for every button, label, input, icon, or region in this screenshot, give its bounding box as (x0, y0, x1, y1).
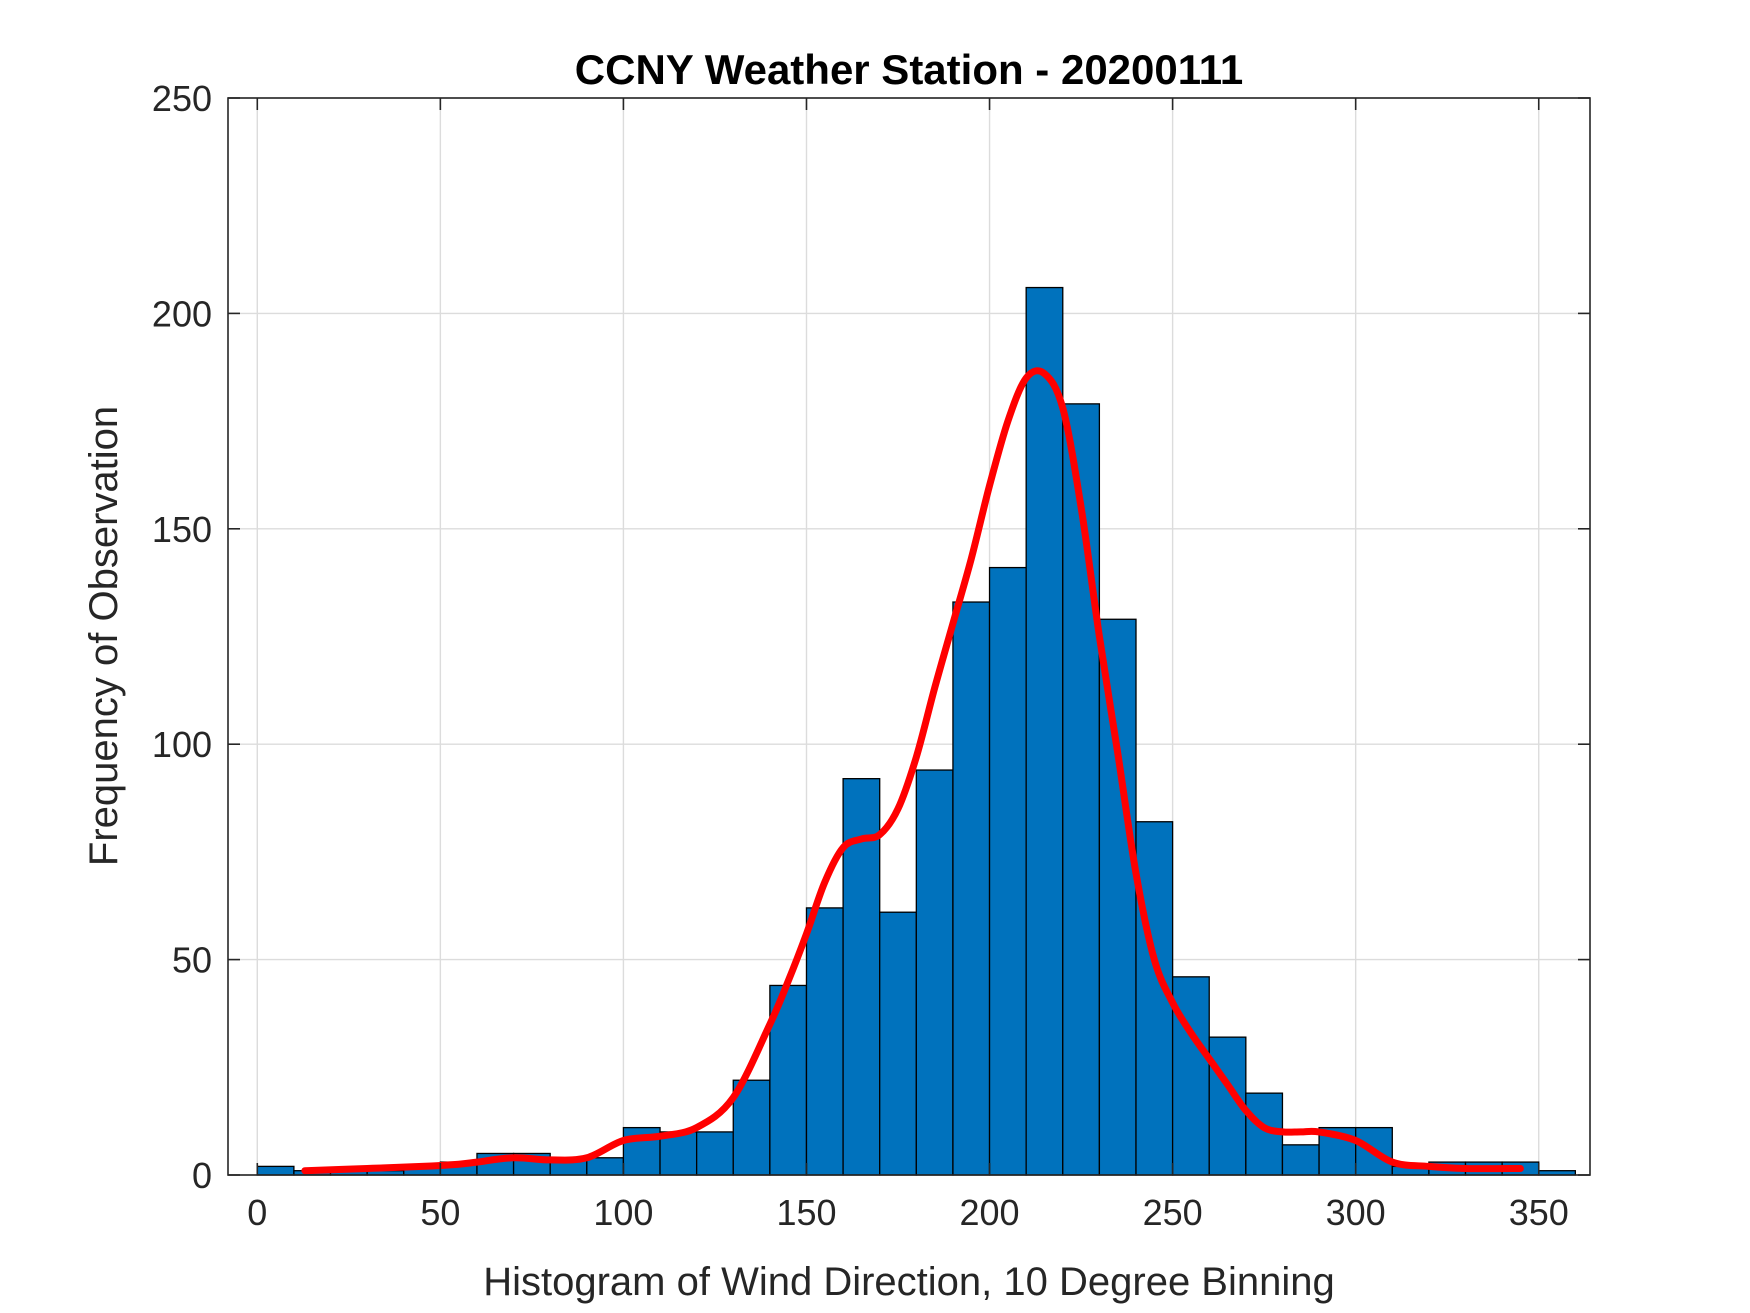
x-tick-label: 100 (593, 1192, 653, 1233)
histogram-bar (586, 1157, 625, 1176)
fit-curve-group (301, 367, 1524, 1175)
x-tick-label: 300 (1326, 1192, 1386, 1233)
tick-labels: 0 50 100 150 200 250 300 350 0 50 100 150 200 250 (152, 78, 1569, 1233)
y-tick-label: 50 (172, 940, 212, 981)
histogram-bar (659, 1131, 698, 1176)
histogram-bar (805, 907, 844, 1176)
x-tick-label: 150 (776, 1192, 836, 1233)
histogram-bar (915, 769, 954, 1176)
y-tick-label: 250 (152, 78, 212, 119)
y-tick-label: 0 (192, 1155, 212, 1196)
histogram-bar (1062, 403, 1101, 1176)
histogram-bar (952, 601, 991, 1176)
plot-frame (227, 97, 1591, 1176)
histogram-bar (879, 911, 917, 1176)
histogram-bar (695, 1131, 734, 1176)
x-tick-label: 350 (1509, 1192, 1569, 1233)
histogram-bar (1098, 618, 1137, 1176)
histogram-bar (1281, 1144, 1320, 1176)
histogram-bar (988, 566, 1027, 1176)
chart-title: CCNY Weather Station - 20200111 (575, 46, 1243, 93)
fit-curve (301, 367, 1524, 1175)
histogram-bar (256, 1165, 295, 1176)
x-tick-label: 200 (960, 1192, 1020, 1233)
y-tick-label: 200 (152, 293, 212, 334)
histogram-bar (1025, 286, 1064, 1176)
x-tick-label: 50 (420, 1192, 460, 1233)
x-tick-label: 250 (1143, 1192, 1203, 1233)
y-tick-label: 150 (152, 509, 212, 550)
histogram-bar (732, 1079, 771, 1176)
y-tick-label: 100 (152, 724, 212, 765)
grid-lines (228, 97, 1590, 1176)
y-axis-label: Frequency of Observation (82, 406, 126, 866)
x-tick-label: 0 (247, 1192, 267, 1233)
x-axis-label: Histogram of Wind Direction, 10 Degree B… (483, 1260, 1335, 1304)
